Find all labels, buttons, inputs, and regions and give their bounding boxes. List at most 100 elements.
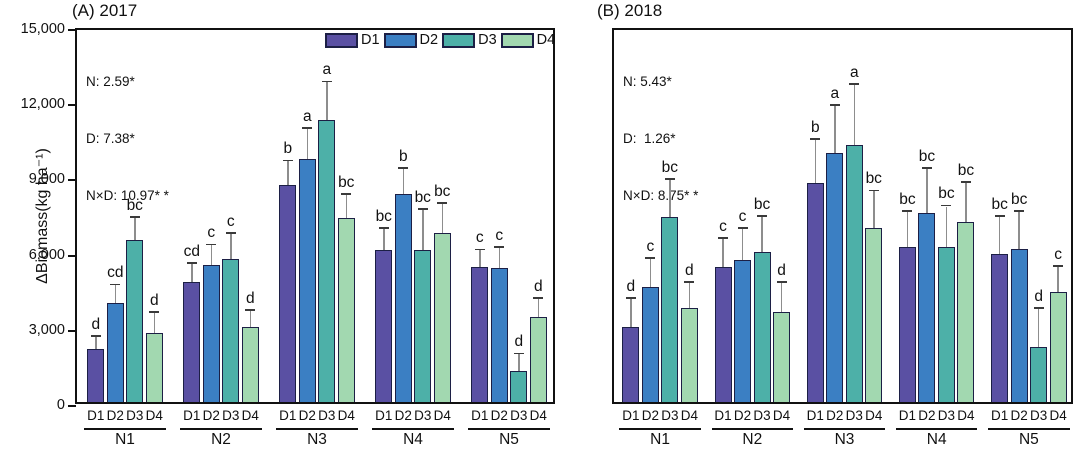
group-underline [468, 428, 550, 430]
bar-n5-d4 [529, 316, 547, 402]
error-bar-cap [225, 232, 236, 235]
significance-letter: c [207, 224, 216, 242]
significance-letter: bc [661, 159, 679, 177]
bar-n1-d4 [145, 333, 163, 402]
error-bar [345, 195, 347, 218]
bar-n1-d3 [661, 216, 679, 402]
significance-letter: d [245, 289, 255, 307]
error-bar [210, 245, 212, 266]
bar-n4-d4 [957, 221, 975, 402]
error-bar-cap [868, 189, 879, 192]
error-bar [287, 161, 289, 186]
x-tick-label-d2: D2 [641, 408, 659, 423]
error-bar [688, 282, 691, 308]
significance-letter: bc [414, 189, 431, 207]
x-tick-label-d2: D2 [826, 408, 844, 423]
error-bar [422, 210, 424, 251]
significance-letter: d [685, 261, 694, 279]
error-bar [945, 206, 948, 247]
x-tick-label-d3: D3 [661, 408, 679, 423]
group-label-n3: N3 [834, 431, 855, 448]
error-bar-cap [129, 215, 140, 218]
error-bar-cap [302, 126, 313, 129]
bar-n2-d3 [753, 251, 771, 402]
error-bar [383, 228, 385, 251]
error-bar-cap [1053, 264, 1064, 267]
significance-letter: c [719, 218, 727, 236]
significance-letter: c [226, 213, 235, 231]
error-bar [1057, 266, 1059, 292]
group-underline [895, 428, 978, 430]
error-bar [134, 217, 136, 241]
error-bar [95, 336, 97, 350]
significance-letter: a [849, 63, 859, 81]
d4-legend-label: D4 [536, 32, 556, 48]
group-underline [276, 428, 358, 430]
panel-a-anova-stats: N: 2.59* D: 7.38* N×D: 10.97* * [86, 34, 169, 243]
group-label-n2: N2 [742, 431, 763, 448]
group-label-n5: N5 [499, 431, 519, 448]
significance-letter: bc [375, 207, 392, 225]
bar-n5-d1 [471, 266, 489, 402]
error-bar-cap [718, 237, 729, 240]
bar-n3-d1 [806, 182, 824, 402]
y-tick-label: 12,000 [20, 96, 65, 113]
x-tick-label-d3: D3 [1030, 408, 1048, 423]
significance-letter: d [777, 261, 786, 279]
group-underline [180, 428, 262, 430]
d3-legend-swatch [442, 32, 476, 48]
error-bar [853, 84, 855, 146]
d2-legend-label: D2 [419, 32, 439, 48]
significance-letter: d [91, 315, 101, 333]
d4-legend-swatch [500, 32, 534, 48]
error-bar [153, 313, 155, 334]
error-bar [814, 140, 816, 183]
error-bar [249, 310, 251, 327]
error-bar [498, 247, 500, 268]
error-bar-cap [1033, 307, 1044, 310]
x-tick-label-d3: D3 [845, 408, 863, 423]
error-bar-cap [1014, 209, 1025, 212]
error-bar [306, 128, 308, 159]
bar-n2-d2 [202, 265, 220, 402]
error-bar [479, 250, 481, 267]
d1-legend-label: D1 [361, 32, 380, 48]
y-axis-label: ΔBiomass(kg ha⁻¹) [34, 148, 51, 284]
error-bar [761, 216, 763, 252]
bar-n1-d2 [641, 286, 659, 402]
error-bar-cap [829, 104, 840, 107]
significance-letter: a [322, 61, 332, 79]
x-tick-label-d4: D4 [865, 408, 883, 423]
significance-letter: bc [434, 182, 451, 200]
bar-n2-d4 [241, 326, 259, 402]
d2-legend-swatch [383, 32, 417, 48]
error-bar-cap [341, 193, 352, 196]
y-tick [68, 29, 76, 31]
x-tick-label-d3: D3 [937, 408, 956, 423]
error-bar-cap [90, 335, 101, 337]
panel-a-title: (A) 2017 [72, 1, 138, 20]
error-bar-cap [398, 167, 409, 169]
y-tick-label: 3,000 [28, 321, 65, 338]
error-bar-cap [810, 138, 821, 141]
error-bar [191, 264, 193, 282]
x-tick-label-d2: D2 [394, 408, 412, 423]
x-tick-label-d1: D1 [375, 408, 393, 423]
x-tick-label-d3: D3 [753, 408, 771, 423]
group-underline [84, 428, 166, 430]
y-tick [68, 104, 76, 107]
error-bar-cap [245, 308, 256, 311]
x-tick-label-d3: D3 [414, 408, 432, 423]
error-bar [722, 239, 724, 267]
error-bar-cap [921, 167, 932, 169]
error-bar [537, 299, 539, 317]
bar-n3-d2 [298, 158, 316, 402]
error-bar [441, 204, 443, 233]
panel-a-plot-area: ΔBiomass(kg ha⁻¹) N: 2.59* D: 7.38* N×D:… [21, 21, 556, 448]
error-bar [741, 229, 744, 261]
significance-letter: c [738, 208, 747, 226]
panel-b-plot-area: N: 5.43* D: 1.26* N×D: 8.75* * d D1 c D2 bc D… [612, 28, 1073, 448]
group-underline [988, 428, 1070, 430]
significance-letter: d [533, 278, 543, 296]
error-bar [630, 299, 632, 327]
